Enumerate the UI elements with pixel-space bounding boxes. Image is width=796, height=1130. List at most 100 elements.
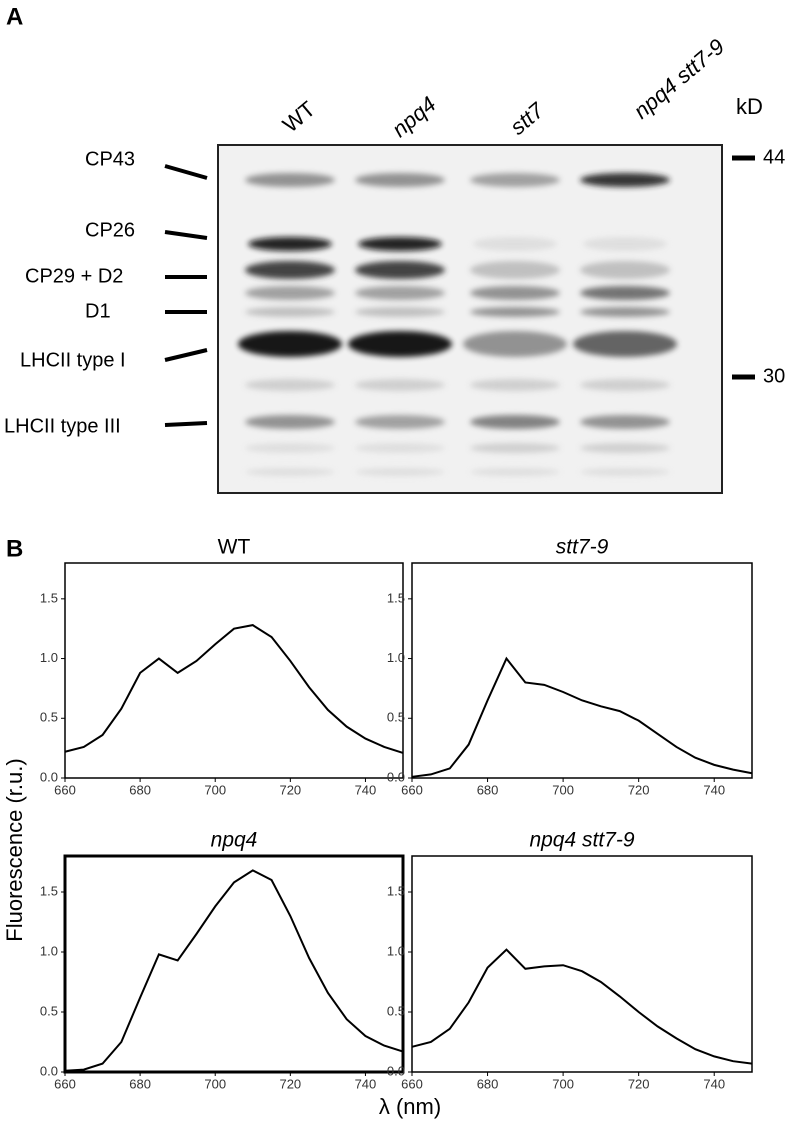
gel-band [245,415,335,429]
y-tick-label: 1.5 [40,590,58,605]
chart-title: npq4 [211,829,258,852]
gel-frame [217,144,723,494]
x-tick-label: 660 [54,782,76,797]
gel-band [580,307,670,317]
y-tick-label: 1.5 [387,883,405,898]
gel-band [573,331,677,357]
lane-label: WT [278,96,320,137]
panel-label: A [6,3,23,30]
gel-band [580,379,670,391]
plot-frame [411,855,753,1073]
x-tick-label: 720 [279,1076,301,1091]
x-tick-label: 680 [477,1076,499,1091]
gel-band [583,237,667,251]
gel-band [245,173,335,187]
chart-title: WT [218,536,251,559]
y-tick-label: 1.5 [387,590,405,605]
y-tick-label: 1.0 [387,943,405,958]
gel-band [355,286,445,300]
gel-band [358,237,442,251]
gel-band [580,468,670,476]
x-tick-label: 680 [477,782,499,797]
gel-band [245,443,335,453]
curve [411,656,753,778]
gel-band [473,237,557,251]
gel-band [355,261,445,279]
y-axis-label: Fluorescence (r.u.) [2,758,27,941]
band-label: LHCII type III [4,415,121,437]
marker-label: 44 [763,146,785,168]
plot-frame [63,854,405,1074]
gel-band [470,443,560,453]
x-axis-label: λ (nm) [379,1094,441,1119]
unit-label: kD [736,94,763,119]
curve [64,624,404,754]
x-tick-label: 660 [401,1076,423,1091]
gel-band [580,173,670,187]
x-tick-label: 660 [401,782,423,797]
gel-band [463,331,567,357]
gel-band [238,331,342,357]
gel-band [245,379,335,391]
y-tick-label: 0.5 [387,1003,405,1018]
gel-band [470,307,560,317]
y-tick-label: 0.5 [40,710,58,725]
gel-band [355,443,445,453]
x-tick-label: 680 [129,782,151,797]
x-tick-label: 740 [355,1076,377,1091]
y-tick-label: 0.0 [387,1063,405,1078]
x-tick-label: 700 [552,782,574,797]
gel-band [355,379,445,391]
gel-band [245,468,335,476]
gel-band [245,307,335,317]
gel-band [245,261,335,279]
x-tick-label: 720 [279,782,301,797]
y-tick-label: 0.5 [387,710,405,725]
y-tick-label: 0.0 [387,769,405,784]
band-label: D1 [85,300,111,322]
y-tick-label: 1.0 [40,650,58,665]
gel-band [245,286,335,300]
panel-label: B [6,535,23,562]
gel-band [355,415,445,429]
band-label: CP29 + D2 [25,265,123,287]
gel-band [470,286,560,300]
band-pointer [164,348,208,362]
x-tick-label: 740 [355,782,377,797]
gel-band [470,468,560,476]
lane-label: npq4 stt7-9 [629,34,729,124]
gel-band [580,415,670,429]
x-tick-label: 680 [129,1076,151,1091]
band-pointer [164,164,208,180]
y-tick-label: 0.5 [40,1003,58,1018]
gel-band [470,173,560,187]
band-label: CP26 [85,219,135,241]
curve [64,869,404,1072]
band-pointer [164,421,208,427]
gel-band [248,237,332,251]
gel-band [470,415,560,429]
x-tick-label: 740 [703,782,725,797]
gel-band [470,379,560,391]
gel-band [580,443,670,453]
gel [217,144,723,494]
band-label: LHCII type I [20,349,126,371]
gel-band [580,261,670,279]
band-label: CP43 [85,148,135,170]
x-tick-label: 660 [54,1076,76,1091]
plot-frame [411,562,753,779]
gel-band [355,173,445,187]
y-tick-label: 0.0 [40,1063,58,1078]
gel-band [580,286,670,300]
y-tick-label: 1.5 [40,883,58,898]
x-tick-label: 700 [552,1076,574,1091]
gel-band [355,307,445,317]
y-tick-label: 1.0 [40,943,58,958]
gel-band [470,261,560,279]
lane-label: stt7 [505,97,549,139]
curve [411,948,753,1065]
y-tick-label: 0.0 [40,769,58,784]
lane-label: npq4 [387,91,441,142]
